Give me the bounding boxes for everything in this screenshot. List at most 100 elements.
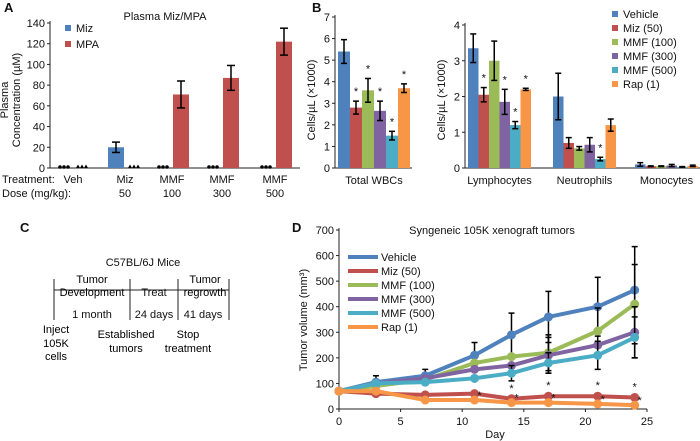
bar-mmf-500-	[510, 125, 521, 168]
data-point	[630, 400, 640, 410]
significance-star: *	[513, 107, 518, 119]
diagram-title: C57BL/6J Mice	[106, 257, 181, 269]
y-label-line: Concentration (µM)	[11, 53, 23, 147]
bar-rap-1-	[520, 89, 531, 168]
dose-label: 100	[163, 188, 181, 200]
legend-label: Rap (1)	[623, 79, 660, 91]
phase-label: Treat	[141, 287, 166, 299]
bar-mpa	[173, 94, 189, 168]
y-tick-label: 0	[328, 404, 334, 416]
data-point	[165, 165, 169, 169]
y-tick-label: 400	[316, 302, 334, 314]
data-point	[211, 165, 215, 169]
data-point	[630, 392, 640, 402]
data-point	[593, 350, 603, 360]
category-label: Miz	[116, 174, 133, 186]
data-point	[543, 312, 553, 322]
data-point	[268, 165, 272, 169]
y-tick-label: 200	[316, 353, 334, 365]
data-point	[264, 165, 268, 169]
data-point	[260, 165, 264, 169]
y-tick-label: 40	[33, 122, 45, 134]
legend-swatch	[612, 39, 618, 45]
y-tick-label: 1	[454, 127, 460, 139]
data-point	[543, 398, 553, 408]
x-tick-label: 5	[398, 416, 404, 428]
x-axis-label: Day	[485, 429, 505, 441]
y-tick-label: 2	[454, 92, 460, 104]
y-tick-label: 7	[324, 12, 330, 24]
legend-swatch	[612, 11, 618, 17]
data-point	[470, 373, 480, 383]
significance-star: *	[551, 393, 556, 405]
data-point	[593, 399, 603, 409]
bar-mmf-300-	[584, 144, 595, 168]
data-point	[470, 358, 480, 368]
phase-duration: 1 month	[72, 309, 112, 321]
category-label: Neutrophils	[557, 175, 613, 187]
bar-vehicle	[553, 96, 564, 168]
legend-swatch	[612, 67, 618, 73]
event-label: Inject 105K cells	[42, 324, 70, 363]
data-point	[207, 165, 211, 169]
data-point	[371, 386, 381, 396]
y-tick-label: 140	[27, 18, 45, 30]
significance-star: *	[402, 69, 407, 81]
significance-star: *	[472, 378, 477, 390]
data-point	[470, 395, 480, 405]
legend-label: MMF (100)	[381, 280, 435, 292]
legend-swatch	[612, 53, 618, 59]
category-label: MMF	[159, 174, 184, 186]
event-label: Stop treatment	[164, 329, 212, 355]
significance-star: *	[390, 116, 395, 128]
y-tick-label: 6	[324, 34, 330, 46]
data-point	[62, 165, 66, 169]
phase-label: Tumor regrowth	[183, 274, 227, 299]
significance-star: *	[477, 390, 482, 402]
dose-label: 300	[213, 188, 231, 200]
data-point	[84, 164, 88, 168]
legend-swatch	[65, 41, 71, 47]
significance-star: *	[509, 383, 514, 395]
panel-label-c: C	[20, 220, 30, 235]
significance-star: *	[601, 394, 606, 406]
significance-star: *	[596, 380, 601, 392]
legend-label: MMF (500)	[623, 65, 677, 77]
legend-label: Miz	[76, 23, 93, 35]
significance-star: *	[366, 63, 371, 75]
series-line-rap-1-	[339, 389, 635, 408]
data-point	[470, 350, 480, 360]
y-tick-label: 700	[316, 225, 334, 237]
legend-swatch	[65, 25, 71, 31]
y-tick-label: 600	[316, 251, 334, 263]
y-tick-label: 3	[324, 98, 330, 110]
y-tick-label: 2	[324, 120, 330, 132]
data-point	[136, 164, 140, 168]
y-tick-label: 4	[454, 20, 460, 32]
data-point	[128, 164, 132, 168]
data-point	[470, 364, 480, 374]
legend-swatch	[612, 81, 618, 87]
x-tick-label: 0	[336, 416, 342, 428]
legend-label: Vehicle	[381, 252, 416, 264]
chart-a: 0 20 40 60 80 100 120 140 Plasma Miz/MPA PlasmaCo…	[0, 11, 300, 200]
data-point	[506, 368, 516, 378]
x-tick-label: 10	[456, 416, 468, 428]
significance-star: *	[514, 393, 519, 405]
y-tick-label: 0	[39, 163, 45, 175]
significance-star: *	[638, 395, 643, 407]
legend-label: MPA	[76, 39, 100, 51]
significance-star: *	[503, 74, 508, 86]
y-tick-label: 1	[324, 141, 330, 153]
data-point	[470, 389, 480, 399]
y-axis-label: Tumor volume (mm³)	[298, 269, 310, 371]
significance-star: *	[633, 381, 638, 393]
y-tick-label: 300	[316, 327, 334, 339]
bar-mpa	[223, 77, 239, 168]
y-axis-label: Cells/µL (×1000)	[306, 60, 318, 141]
bar-mmf-100-	[362, 90, 374, 168]
legend-label: MMF (300)	[381, 294, 435, 306]
significance-star: *	[482, 73, 487, 85]
y-tick-label: 100	[27, 59, 45, 71]
y-tick-label: 0	[454, 163, 460, 175]
